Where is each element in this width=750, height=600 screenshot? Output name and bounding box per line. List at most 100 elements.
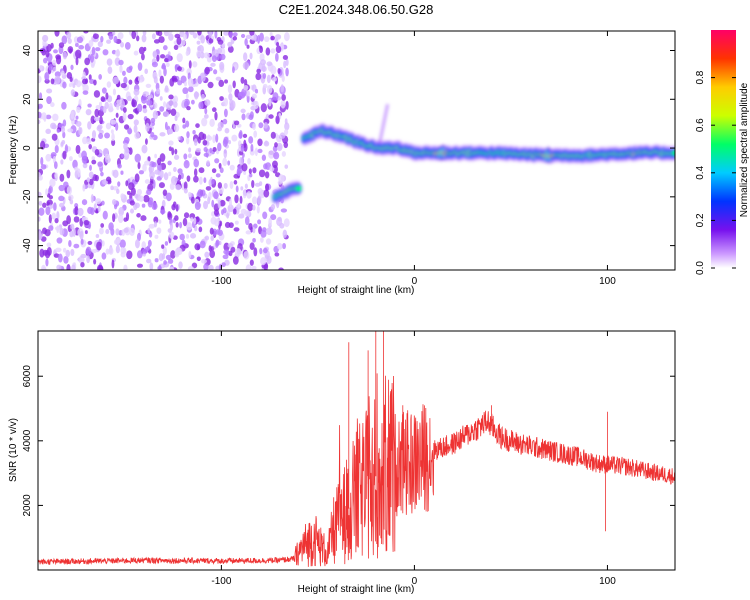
colorbar-tick-label: 0.2 — [695, 213, 706, 227]
noise-speck — [280, 99, 286, 109]
noise-speck — [123, 76, 128, 85]
noise-speck — [244, 216, 250, 226]
noise-speck — [167, 211, 172, 218]
noise-speck — [40, 164, 47, 170]
noise-speck — [201, 117, 208, 127]
noise-speck — [41, 264, 47, 270]
noise-speck — [248, 136, 254, 144]
noise-speck — [180, 172, 184, 180]
noise-speck — [38, 191, 42, 197]
noise-speck — [56, 128, 60, 133]
noise-speck — [245, 264, 252, 270]
noise-speck — [173, 166, 177, 173]
noise-speck — [226, 212, 230, 219]
noise-speck — [232, 80, 236, 89]
noise-speck — [137, 62, 143, 71]
noise-speck — [81, 150, 87, 160]
noise-speck — [203, 146, 208, 153]
spectrogram-y-label: Frequency (Hz) — [8, 116, 19, 185]
noise-speck — [133, 124, 138, 134]
noise-speck — [223, 108, 228, 118]
noise-speck — [154, 234, 159, 239]
noise-speck — [257, 148, 263, 154]
noise-speck — [204, 251, 210, 258]
noise-speck — [62, 81, 67, 89]
x-tick-label: -100 — [211, 276, 231, 287]
noise-speck — [233, 227, 240, 232]
noise-speck — [261, 154, 267, 161]
noise-speck — [153, 39, 161, 44]
noise-speck — [183, 188, 188, 194]
noise-speck — [73, 216, 80, 223]
noise-speck — [62, 220, 69, 227]
noise-speck — [260, 103, 267, 113]
noise-speck — [247, 158, 251, 165]
noise-speck — [258, 169, 266, 178]
noise-speck — [170, 175, 178, 186]
noise-speck — [163, 67, 167, 77]
noise-speck — [224, 79, 229, 84]
noise-speck — [80, 261, 85, 268]
snr-series-line — [38, 331, 675, 567]
x-tick-label: 0 — [412, 276, 418, 287]
noise-speck — [82, 136, 88, 145]
ridge-faint-branch — [378, 103, 390, 144]
noise-speck — [54, 31, 60, 37]
noise-speck — [131, 99, 137, 108]
noise-speck — [183, 153, 188, 160]
noise-speck — [126, 250, 133, 260]
snr-frame — [37, 330, 676, 571]
noise-speck — [237, 202, 241, 208]
noise-speck — [40, 157, 44, 166]
noise-speck — [259, 32, 264, 42]
noise-speck — [177, 66, 182, 72]
noise-speck — [211, 178, 215, 185]
noise-speck — [213, 191, 219, 200]
noise-speck — [140, 215, 147, 222]
noise-speck — [179, 221, 182, 229]
noise-speck — [227, 204, 234, 213]
noise-speck — [56, 211, 60, 220]
noise-speck — [217, 127, 222, 132]
noise-speck — [237, 91, 244, 99]
noise-speck — [217, 229, 223, 236]
noise-speck — [112, 88, 117, 96]
noise-speck — [96, 241, 102, 251]
noise-speck — [252, 123, 256, 130]
noise-speck — [143, 194, 150, 203]
snr-plot: -100 0 100 2000 4000 6000 Height of straight … — [8, 330, 676, 595]
colorbar-ticks: 0.0 0.2 0.4 0.6 0.8 — [695, 70, 736, 275]
noise-speck — [256, 205, 260, 214]
noise-speck — [166, 129, 173, 135]
noise-speck — [82, 183, 86, 192]
noise-speck — [239, 195, 243, 204]
noise-speck — [141, 53, 145, 61]
noise-speck — [121, 153, 125, 159]
noise-speck — [257, 138, 263, 147]
noise-speck — [219, 61, 225, 71]
noise-speck — [126, 95, 132, 102]
noise-speck — [266, 84, 273, 94]
noise-speck — [60, 141, 64, 147]
noise-speck — [227, 160, 231, 166]
noise-speck — [95, 104, 101, 110]
noise-speck — [163, 101, 167, 108]
noise-speck — [218, 79, 225, 88]
noise-speck — [182, 217, 188, 227]
noise-speck — [246, 44, 250, 49]
noise-speck — [38, 200, 43, 206]
noise-speck — [72, 83, 76, 89]
noise-speck — [251, 179, 255, 189]
noise-speck — [169, 77, 175, 87]
noise-speck — [63, 181, 69, 188]
noise-speck — [104, 153, 110, 160]
noise-speck — [136, 263, 143, 268]
noise-speck — [114, 49, 121, 57]
noise-speck — [160, 54, 166, 59]
noise-speck — [90, 53, 95, 63]
noise-speck — [112, 76, 119, 85]
noise-speck — [174, 64, 178, 72]
noise-speck — [53, 253, 60, 258]
noise-speck — [90, 63, 95, 68]
noise-speck — [229, 181, 234, 190]
